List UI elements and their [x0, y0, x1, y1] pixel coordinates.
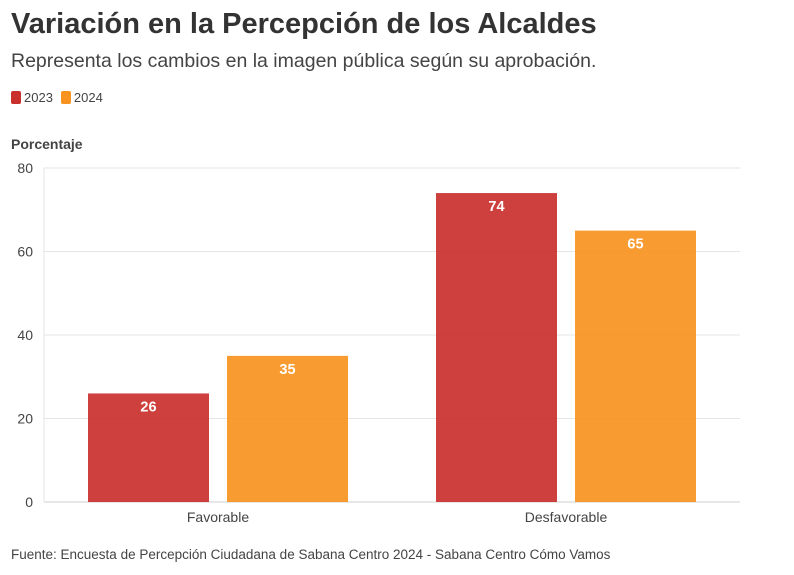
y-tick-label: 40: [17, 327, 33, 343]
bars: [88, 193, 696, 503]
bar-2023-desfavorable[interactable]: [436, 193, 557, 503]
legend-label-2024: 2024: [73, 90, 103, 105]
x-tick-label-favorable: Favorable: [187, 509, 249, 525]
data-labels: 26 35 74 65: [140, 199, 643, 415]
legend-swatch-2024: [60, 91, 71, 104]
y-tick-label: 60: [17, 244, 33, 260]
data-label-2023-favorable: 26: [140, 399, 156, 415]
source-note: Fuente: Encuesta de Percepción Ciudadana…: [11, 547, 611, 562]
legend-item-2023: 2023: [11, 90, 53, 105]
y-tick-label: 80: [17, 160, 33, 176]
legend: 2023 2024: [11, 90, 111, 105]
y-tick-label: 0: [25, 494, 33, 510]
data-label-2024-desfavorable: 65: [627, 237, 643, 253]
bar-2024-favorable[interactable]: [227, 355, 348, 502]
y-axis-title: Porcentaje: [11, 136, 83, 152]
legend-label-2023: 2023: [24, 90, 53, 105]
bar-2024-desfavorable[interactable]: [575, 230, 696, 502]
chart-subtitle: Representa los cambios en la imagen públ…: [11, 50, 597, 72]
y-tick-label: 20: [17, 411, 33, 427]
x-tick-labels: Favorable Desfavorable: [187, 509, 608, 525]
legend-item-2024: 2024: [60, 90, 103, 105]
x-tick-label-desfavorable: Desfavorable: [525, 509, 608, 525]
data-label-2023-desfavorable: 74: [488, 199, 504, 215]
data-label-2024-favorable: 35: [279, 362, 295, 378]
y-tick-labels: 0 20 40 60 80: [17, 160, 33, 510]
legend-swatch-2023: [11, 91, 21, 104]
chart-title: Variación en la Percepción de los Alcald…: [11, 8, 597, 40]
bar-2023-favorable[interactable]: [88, 393, 209, 502]
